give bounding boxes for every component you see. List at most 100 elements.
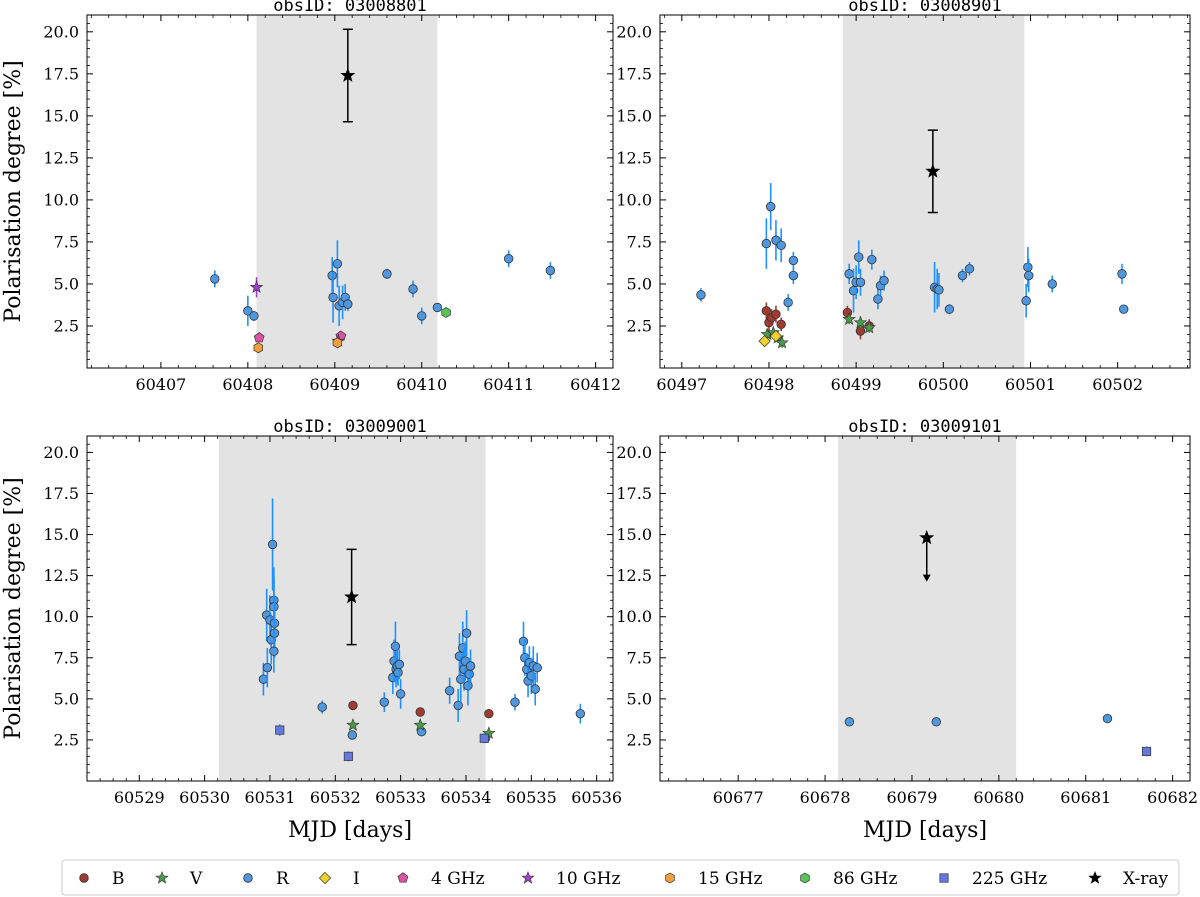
x-tick-label: 60408 (222, 375, 273, 394)
y-tick-label: 17.5 (616, 484, 652, 503)
y-tick-label: 10.0 (616, 190, 652, 209)
series-i (758, 329, 783, 348)
legend-label: 86 GHz (833, 869, 897, 889)
y-tick-label: 12.5 (616, 566, 652, 585)
panel-title: obsID: 03009001 (273, 417, 427, 437)
point-r (873, 294, 883, 304)
y-tick-label: 12.5 (43, 566, 79, 585)
y-tick-label: 12.5 (616, 148, 652, 167)
x-tick-label: 60502 (1092, 375, 1143, 394)
x-tick-label: 60531 (245, 788, 296, 807)
point-r (382, 269, 392, 279)
point-86-ghz (441, 307, 451, 318)
point-225-ghz (275, 725, 285, 735)
x-tick-label: 60412 (570, 375, 621, 394)
point-x-ray (919, 530, 935, 545)
legend-item-r: R (243, 869, 290, 889)
point-r (249, 311, 259, 321)
point-v (862, 320, 876, 334)
point-r (464, 669, 474, 679)
y-axis: 2.5 5.0 7.5 10.0 12.5 15.0 17.5 20.0 (43, 22, 613, 360)
y-tick-label: 10.0 (43, 607, 79, 626)
y-tick-label: 15.0 (616, 525, 652, 544)
x-tick-label: 60410 (396, 375, 447, 394)
panel-title: obsID: 03009101 (848, 417, 1002, 437)
series-x-ray (340, 28, 356, 123)
legend-label: 225 GHz (972, 869, 1047, 889)
point-b (484, 708, 494, 719)
point-r (503, 254, 514, 264)
y-tick-label: 20.0 (43, 22, 79, 41)
series-r (210, 240, 556, 326)
x-tick-label: 60679 (887, 788, 938, 807)
point-r (317, 702, 327, 712)
point-r (379, 697, 390, 707)
observation-window-shade (838, 436, 1017, 781)
x-tick-label: 60677 (713, 788, 764, 807)
series-r (844, 713, 1113, 727)
point-r (393, 667, 403, 678)
point-r (395, 689, 406, 699)
x-tick-label: 60407 (135, 375, 186, 394)
point-r (766, 201, 776, 212)
legend-marker-15-ghz (665, 872, 675, 884)
x-tick-label: 60500 (918, 375, 969, 394)
y-tick-label: 17.5 (616, 64, 652, 83)
point-r (1047, 279, 1057, 289)
point-r (530, 684, 540, 694)
y-tick-label: 7.5 (54, 648, 79, 667)
legend-label: 10 GHz (556, 869, 620, 889)
x-tick-label: 60682 (1147, 788, 1198, 807)
point-v (482, 726, 496, 740)
x-tick-label: 60678 (800, 788, 851, 807)
point-v (413, 718, 427, 731)
legend-marker-86-ghz (800, 872, 810, 884)
point-225-ghz (1142, 746, 1152, 756)
point-r (879, 275, 889, 286)
series-x-ray (919, 530, 935, 582)
point-x-ray (344, 589, 360, 604)
x-tick-label: 60535 (506, 788, 557, 807)
legend-item-15-ghz: 15 GHz (665, 869, 762, 889)
y-tick-label: 15.0 (43, 525, 79, 544)
legend-item-10-ghz: 10 GHz (521, 869, 620, 889)
point-r (526, 671, 537, 681)
point-r (1023, 262, 1033, 272)
y-tick-label: 10.0 (616, 607, 652, 626)
point-r (432, 302, 443, 313)
y-tick-label: 7.5 (54, 232, 79, 251)
legend-marker-4-ghz (397, 872, 409, 883)
y-tick-label: 20.0 (616, 22, 652, 41)
series-v (346, 718, 496, 740)
y-tick-label: 17.5 (43, 64, 79, 83)
y-axis-label: Polarisation degree [%] (1, 60, 26, 322)
point-r (210, 274, 220, 284)
point-r (262, 662, 273, 673)
legend: B V R I 4 GHz 10 GHz 15 GHz 86 GHz 225 GHz X-ray (61, 859, 1180, 896)
observation-window-shade (843, 15, 1025, 368)
point-r (408, 284, 418, 294)
x-tick-label: 60532 (310, 788, 361, 807)
data-layer (210, 28, 556, 354)
point-b (842, 307, 853, 318)
legend-item-x-ray: X-ray (1088, 869, 1169, 889)
x-tick-label: 60530 (179, 788, 230, 807)
x-tick-label: 60497 (656, 375, 707, 394)
x-tick-label: 60529 (114, 788, 165, 807)
y-tick-label: 2.5 (54, 316, 79, 335)
x-tick-label: 60409 (309, 375, 360, 394)
y-tick-label: 5.0 (627, 274, 652, 293)
legend-label: 4 GHz (431, 869, 485, 889)
point-r (867, 254, 877, 265)
point-r (347, 730, 357, 740)
x-tick-label: 60499 (831, 375, 882, 394)
data-layer (844, 530, 1152, 757)
legend-label: 15 GHz (698, 869, 762, 889)
point-r (545, 265, 556, 276)
observation-window-shade (256, 15, 438, 368)
point-r (854, 252, 864, 262)
series-r (696, 183, 1129, 318)
point-r (1117, 269, 1127, 279)
